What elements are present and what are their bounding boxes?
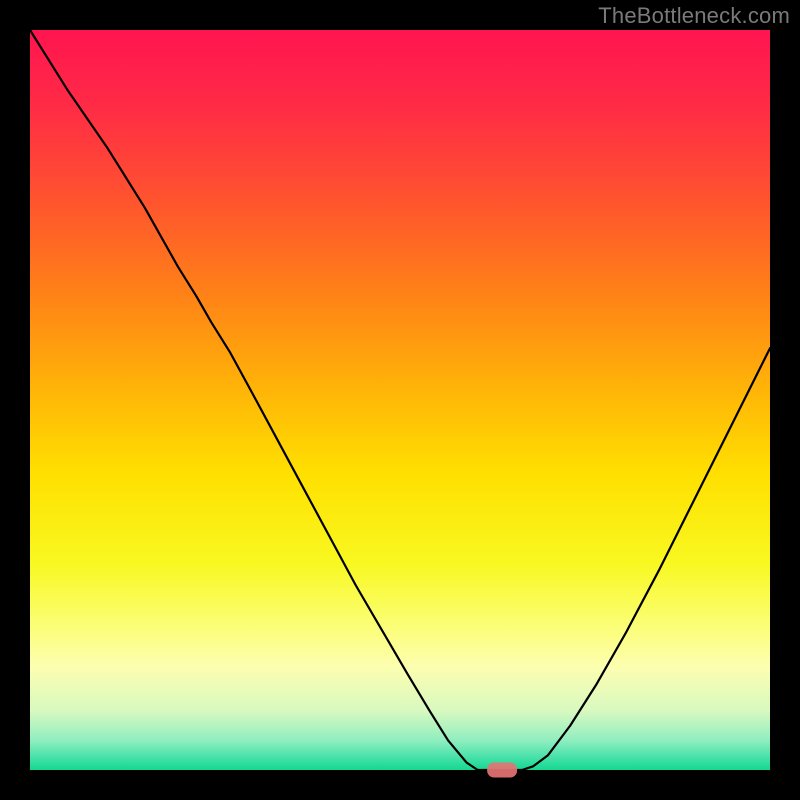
chart-svg [0, 0, 800, 800]
watermark-text: TheBottleneck.com [598, 3, 790, 29]
chart-root: TheBottleneck.com [0, 0, 800, 800]
optimal-point-marker [487, 763, 517, 778]
